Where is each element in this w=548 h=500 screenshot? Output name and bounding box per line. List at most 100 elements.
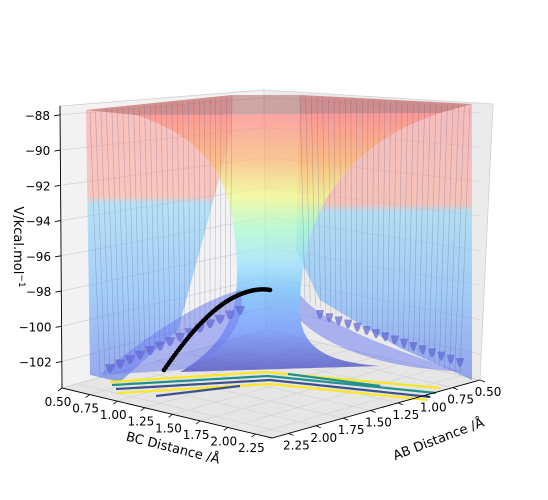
mesh-line	[224, 97, 227, 313]
mesh-line	[397, 102, 403, 346]
y-tick	[452, 387, 458, 391]
mesh-line	[339, 99, 342, 318]
z-tick	[55, 325, 62, 328]
mesh-line	[100, 110, 111, 373]
mesh-line	[345, 99, 347, 321]
valley-scallop	[418, 345, 427, 355]
mesh-line	[89, 111, 101, 379]
z-tick-label: −90	[25, 144, 50, 158]
valley-scallop	[105, 364, 115, 373]
surface-left-wall	[86, 95, 232, 382]
mesh-line	[439, 104, 448, 366]
valley-scallop	[115, 359, 125, 369]
y-tick-label: 2.00	[310, 431, 337, 445]
mesh-line	[155, 105, 161, 347]
mesh-line	[214, 98, 216, 318]
valley-scallop	[145, 346, 155, 356]
contour-line	[111, 374, 437, 395]
y-tick	[425, 394, 431, 398]
mesh-line	[117, 109, 126, 365]
mesh-line	[392, 102, 397, 344]
mesh-line	[371, 100, 374, 333]
mesh-line	[299, 96, 306, 301]
valley-scallop	[437, 351, 446, 361]
mesh-line	[193, 101, 196, 329]
contour-line	[115, 378, 431, 399]
mesh-line	[322, 98, 326, 311]
mesh-line	[188, 101, 191, 331]
mesh-line	[361, 100, 363, 328]
valley-scallop	[316, 310, 324, 319]
x-tick	[140, 407, 146, 412]
x-tick	[223, 427, 229, 431]
floor-contours	[109, 370, 441, 402]
contour-line	[155, 384, 241, 398]
x-tick	[251, 433, 256, 438]
valley-scallop	[165, 337, 175, 347]
mesh-line	[199, 100, 201, 326]
valley-scallop	[456, 358, 464, 367]
valley-scallop	[381, 332, 390, 342]
x-tick-label: 0.75	[72, 402, 99, 416]
mesh-line	[377, 101, 380, 336]
mesh-line	[418, 103, 425, 356]
valley-scallop	[353, 322, 362, 332]
z-tick-label: −88	[25, 109, 50, 123]
potential-surface	[86, 95, 472, 382]
trajectory-point	[267, 287, 273, 293]
contour-line	[109, 370, 441, 390]
z-axis-label: V/kcal.mol−1	[10, 206, 26, 287]
z-tick-label: −92	[25, 179, 50, 193]
mesh-line	[328, 98, 332, 313]
valley-scallop	[390, 335, 399, 345]
mesh-line	[144, 106, 151, 352]
mesh-line	[171, 103, 176, 339]
z-tick	[55, 361, 62, 363]
mesh-line	[350, 99, 352, 323]
surface-saddle	[136, 113, 440, 372]
z-tick-label: −98	[26, 285, 51, 299]
x-gridline	[227, 369, 432, 428]
y-tick-label: 1.00	[420, 400, 447, 414]
valley-scallop	[135, 350, 145, 360]
contour-line	[117, 382, 429, 402]
y-gridline	[74, 383, 289, 434]
surface-mesh	[89, 96, 471, 379]
z-tick	[54, 149, 61, 152]
y-tick	[370, 410, 376, 413]
x-tick-label: 1.50	[155, 421, 182, 435]
mesh-line	[305, 97, 311, 303]
z-tick-label: −96	[26, 250, 51, 264]
x-tick-label: 0.50	[45, 395, 72, 409]
z-tick	[53, 114, 61, 117]
valley-scallop	[409, 342, 418, 351]
x-gridline	[200, 362, 405, 422]
trajectory	[161, 287, 273, 373]
y-tick-label: 1.75	[338, 423, 365, 437]
z-tick-label: −100	[19, 320, 52, 334]
x-tick-label: 1.25	[128, 415, 155, 429]
mesh-line	[133, 107, 141, 358]
y-tick-label: 2.25	[283, 438, 310, 452]
x-tick-label: 2.25	[238, 441, 265, 455]
mesh-line	[333, 98, 337, 316]
y-axis-label: AB Distance /Å	[391, 415, 487, 464]
valley-scallop	[125, 355, 135, 365]
mesh-line	[382, 101, 386, 339]
mesh-line	[182, 102, 186, 334]
x-tick-label: 2.00	[210, 434, 237, 448]
x-tick	[57, 387, 63, 392]
mesh-line	[166, 103, 171, 342]
mesh-line	[311, 97, 316, 306]
y-tick	[479, 379, 486, 383]
mesh-line	[433, 104, 442, 364]
valley-scallop	[225, 310, 235, 320]
mesh-line	[160, 104, 166, 345]
y-tick	[343, 417, 349, 421]
valley-scallop	[235, 306, 245, 315]
y-tick	[288, 433, 294, 436]
mesh-line	[423, 103, 431, 359]
valley-scallop	[205, 319, 215, 329]
z-tick	[55, 290, 62, 293]
